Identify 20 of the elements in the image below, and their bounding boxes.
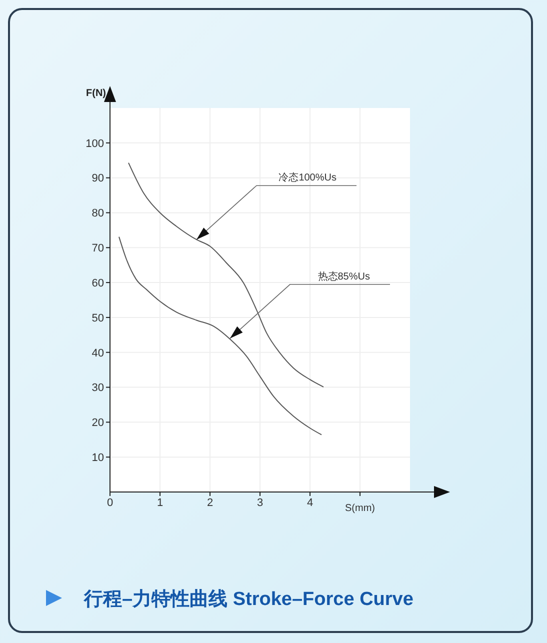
y-tick-label: 10 [92,452,104,464]
text: 行程–力特性曲线 Stroke–Force Curve [84,588,414,612]
x-tick-label: 4 [306,496,314,509]
annotation: 热态85%Us [318,270,370,282]
x-tick-label: 3 [256,496,264,509]
x-tick-label: 0 [106,496,114,509]
y-tick-label: 80 [92,208,104,220]
y-tick-label: 30 [92,382,104,394]
y-tick-label: 20 [92,417,104,430]
y-tick-label: 100 [86,138,104,150]
x-tick-label: 1 [156,496,164,509]
y-tick-label: 50 [92,312,104,324]
y-tick-label: 90 [92,172,104,185]
y-tick-label: 70 [92,242,104,255]
annotation: 冷态100%Us [278,172,336,184]
y-axis-title: F(N) [86,88,106,99]
x-tick-label: 2 [206,496,214,509]
y-tick-label: 40 [92,347,104,360]
x-axis-title: S(mm) [345,503,375,514]
y-tick-label: 60 [92,277,104,290]
